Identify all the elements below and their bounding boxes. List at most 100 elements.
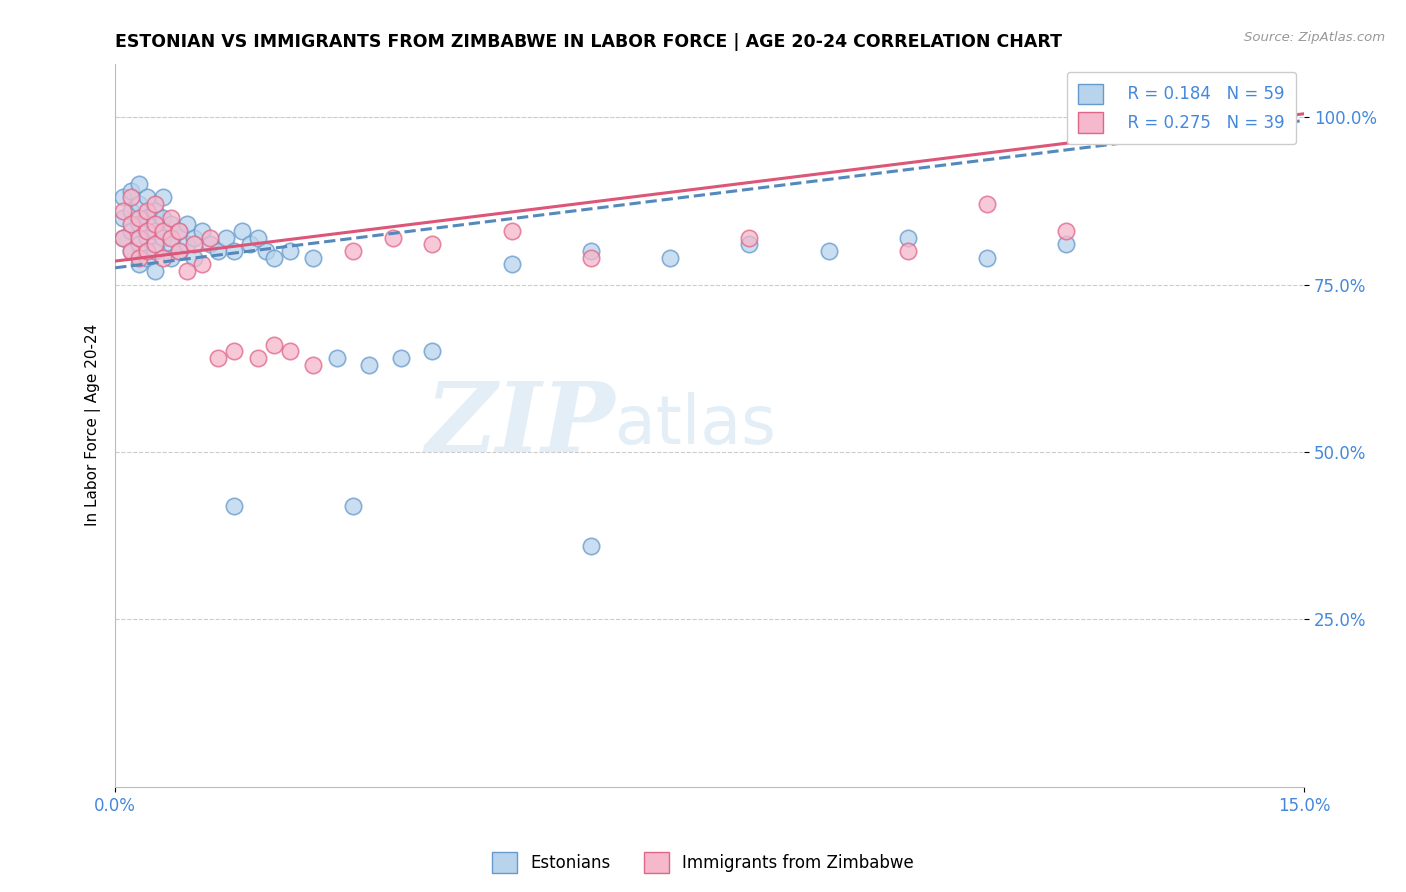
Point — [263, 251, 285, 265]
Point — [143, 197, 166, 211]
Point — [128, 251, 150, 265]
Point — [381, 230, 404, 244]
Point — [128, 230, 150, 244]
Point — [167, 224, 190, 238]
Point — [152, 251, 174, 265]
Point — [357, 358, 380, 372]
Point — [120, 244, 142, 258]
Point — [120, 217, 142, 231]
Point — [112, 230, 135, 244]
Text: atlas: atlas — [614, 392, 776, 458]
Point — [200, 237, 222, 252]
Point — [246, 351, 269, 366]
Point — [159, 237, 181, 252]
Point — [183, 230, 205, 244]
Point — [278, 244, 301, 258]
Point — [159, 230, 181, 244]
Point — [143, 217, 166, 231]
Point — [143, 237, 166, 252]
Point — [239, 237, 262, 252]
Point — [207, 244, 229, 258]
Point — [183, 237, 205, 252]
Point — [120, 224, 142, 238]
Point — [263, 338, 285, 352]
Point — [143, 203, 166, 218]
Point — [501, 257, 523, 271]
Point — [167, 244, 190, 258]
Y-axis label: In Labor Force | Age 20-24: In Labor Force | Age 20-24 — [86, 324, 101, 526]
Point — [143, 264, 166, 278]
Point — [120, 244, 142, 258]
Point — [176, 264, 198, 278]
Point — [231, 224, 253, 238]
Text: Source: ZipAtlas.com: Source: ZipAtlas.com — [1244, 31, 1385, 45]
Point — [128, 237, 150, 252]
Point — [143, 244, 166, 258]
Point — [342, 499, 364, 513]
Point — [738, 237, 761, 252]
Point — [128, 211, 150, 225]
Point — [112, 203, 135, 218]
Point — [207, 351, 229, 366]
Text: ESTONIAN VS IMMIGRANTS FROM ZIMBABWE IN LABOR FORCE | AGE 20-24 CORRELATION CHAR: ESTONIAN VS IMMIGRANTS FROM ZIMBABWE IN … — [115, 33, 1062, 51]
Point — [128, 177, 150, 191]
Point — [215, 230, 238, 244]
Point — [135, 224, 157, 238]
Point — [278, 344, 301, 359]
Point — [135, 203, 157, 218]
Point — [152, 190, 174, 204]
Point — [112, 211, 135, 225]
Point — [579, 244, 602, 258]
Point — [1054, 224, 1077, 238]
Point — [159, 217, 181, 231]
Point — [176, 237, 198, 252]
Point — [135, 230, 157, 244]
Point — [246, 230, 269, 244]
Point — [976, 251, 998, 265]
Point — [389, 351, 412, 366]
Point — [128, 217, 150, 231]
Point — [191, 224, 214, 238]
Point — [342, 244, 364, 258]
Point — [135, 190, 157, 204]
Legend: Estonians, Immigrants from Zimbabwe: Estonians, Immigrants from Zimbabwe — [485, 846, 921, 880]
Point — [817, 244, 839, 258]
Point — [254, 244, 277, 258]
Point — [579, 539, 602, 553]
Point — [128, 197, 150, 211]
Point — [112, 230, 135, 244]
Point — [420, 344, 443, 359]
Point — [420, 237, 443, 252]
Point — [135, 251, 157, 265]
Point — [159, 251, 181, 265]
Point — [579, 251, 602, 265]
Point — [176, 217, 198, 231]
Point — [302, 251, 325, 265]
Point — [1054, 237, 1077, 252]
Point — [222, 244, 245, 258]
Point — [738, 230, 761, 244]
Point — [112, 190, 135, 204]
Legend:   R = 0.184   N = 59,   R = 0.275   N = 39: R = 0.184 N = 59, R = 0.275 N = 39 — [1067, 72, 1296, 145]
Point — [143, 224, 166, 238]
Point — [120, 184, 142, 198]
Point — [302, 358, 325, 372]
Point — [976, 197, 998, 211]
Point — [222, 344, 245, 359]
Point — [159, 211, 181, 225]
Point — [152, 211, 174, 225]
Text: ZIP: ZIP — [425, 378, 614, 472]
Point — [191, 257, 214, 271]
Point — [120, 190, 142, 204]
Point — [135, 211, 157, 225]
Point — [120, 203, 142, 218]
Point — [200, 230, 222, 244]
Point — [183, 251, 205, 265]
Point — [326, 351, 349, 366]
Point — [501, 224, 523, 238]
Point — [222, 499, 245, 513]
Point — [897, 244, 920, 258]
Point — [659, 251, 682, 265]
Point — [152, 230, 174, 244]
Point — [135, 244, 157, 258]
